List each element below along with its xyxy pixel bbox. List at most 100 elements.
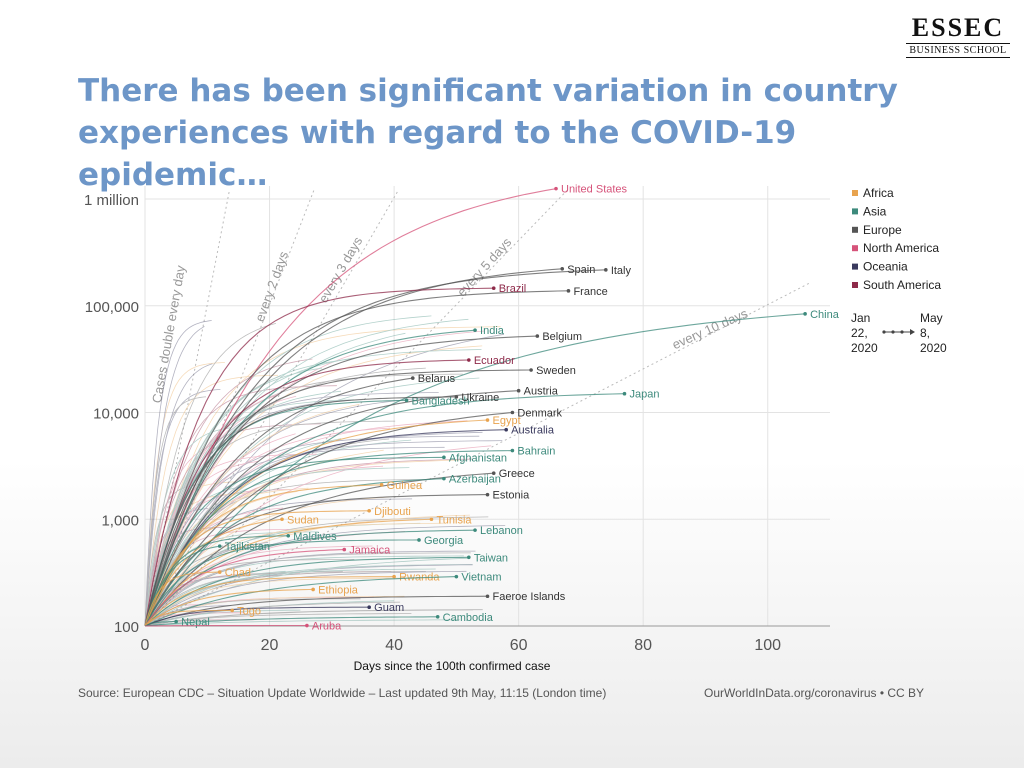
series-endpoint (485, 594, 490, 599)
series-label: Georgia (424, 535, 464, 547)
legend-swatch (852, 245, 858, 252)
series-endpoint (280, 517, 284, 522)
background-trajectory (144, 438, 342, 627)
series-line (144, 616, 438, 627)
series-line (144, 359, 469, 627)
series-label: Ethiopia (318, 584, 359, 596)
background-trajectory (144, 498, 413, 627)
chart-legend: Africa Asia Europe North America Oceania Sout… (851, 186, 947, 355)
series-label: Austria (524, 386, 559, 398)
series-endpoint (485, 418, 490, 422)
y-tick-label: 100,000 (85, 299, 139, 316)
series-endpoint (510, 410, 515, 415)
series-endpoint (604, 268, 608, 272)
series-line (144, 588, 314, 627)
background-trajectory (144, 453, 317, 627)
series-label: Ecuador (474, 355, 515, 367)
logo-wordmark: ESSEC (911, 13, 1005, 42)
legend-swatch (852, 282, 858, 288)
background-trajectory (144, 395, 277, 627)
series-label: Greece (499, 468, 535, 480)
background-trajectory (144, 320, 212, 627)
background-trajectory (144, 358, 313, 627)
series-endpoint (342, 547, 347, 552)
series-line (144, 576, 457, 627)
source-note: Source: European CDC – Situation Update … (78, 686, 607, 700)
background-trajectory (144, 613, 412, 627)
background-trajectory (144, 467, 410, 627)
series-endpoint (467, 358, 471, 362)
series-label: Belarus (418, 373, 456, 385)
series-endpoint (510, 448, 515, 453)
background-trajectory (144, 396, 206, 627)
series-endpoint (392, 574, 396, 579)
series-label: Ukraine (461, 392, 499, 404)
legend-swatch (852, 190, 858, 196)
slide-title: There has been significant variation in … (78, 73, 898, 193)
series-label: Belgium (542, 331, 582, 343)
series-label: Djibouti (374, 506, 411, 518)
background-trajectory (144, 609, 483, 627)
series-line (144, 549, 345, 627)
series-label: Chad (225, 567, 251, 579)
background-trajectory (144, 363, 213, 627)
legend-time-start: 22, (851, 326, 868, 340)
x-tick-label: 20 (261, 637, 279, 654)
series-label: Japan (630, 389, 660, 401)
series-label: Guinea (387, 480, 423, 492)
x-tick-label: 60 (510, 637, 528, 654)
series-line (144, 624, 307, 627)
series-endpoint (305, 623, 309, 628)
series-line (144, 450, 513, 627)
series-label: Estonia (493, 490, 531, 502)
series-line (144, 535, 289, 627)
series-line (144, 609, 233, 627)
series-line (144, 556, 469, 627)
series-endpoint (429, 517, 434, 522)
legend-entry: Africa (863, 186, 894, 200)
series-line (144, 411, 513, 627)
series-label: Cambodia (443, 612, 494, 624)
doubling-line-label: every 2 days (252, 249, 291, 324)
x-tick-label: 80 (634, 637, 652, 654)
series-endpoint (174, 619, 178, 624)
series-label: Lebanon (480, 525, 523, 537)
series-endpoint (491, 471, 496, 476)
background-trajectory (144, 550, 476, 627)
background-trajectory (144, 571, 343, 627)
series-label: United States (561, 184, 628, 196)
series-endpoint (516, 388, 521, 393)
background-trajectory (144, 571, 392, 627)
y-tick-label: 1,000 (101, 512, 139, 529)
background-trajectory (144, 609, 474, 627)
doubling-line (144, 190, 399, 627)
series-endpoint (473, 528, 477, 532)
series-endpoint (442, 455, 446, 460)
background-trajectory (144, 600, 395, 627)
series-endpoint (473, 328, 477, 333)
background-trajectory (144, 362, 225, 627)
series-endpoint (622, 391, 627, 396)
background-trajectory (144, 609, 301, 627)
background-trajectory (144, 315, 432, 627)
series-label: Tunisia (436, 514, 472, 526)
series-label: Australia (511, 425, 555, 437)
background-trajectory (144, 496, 390, 627)
series-endpoint (404, 398, 409, 403)
series-endpoint (217, 570, 222, 574)
doubling-line (144, 190, 230, 627)
legend-swatch (852, 208, 858, 215)
series-endpoint (491, 286, 496, 291)
series-label: France (573, 286, 607, 298)
essec-logo: ESSEC BUSINESS SCHOOL (906, 14, 1010, 58)
series-line (144, 510, 370, 627)
legend-time-dot (891, 330, 895, 334)
background-trajectory (144, 440, 503, 627)
background-trajectories (144, 315, 506, 627)
series-endpoint (367, 605, 371, 610)
background-trajectory (144, 444, 213, 627)
background-trajectory (144, 367, 323, 627)
background-trajectory (144, 459, 460, 627)
series-endpoint (410, 376, 415, 380)
series-label: Togo (237, 605, 261, 617)
